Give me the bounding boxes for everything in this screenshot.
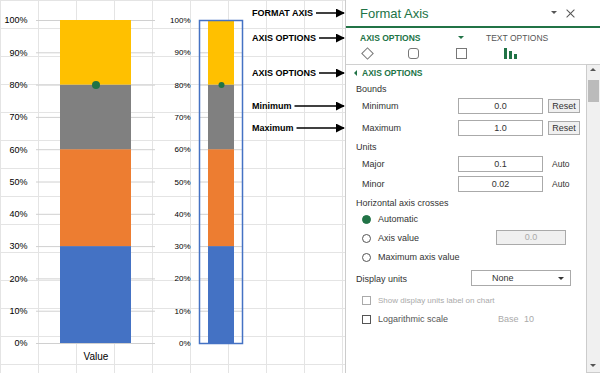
- svg-text:90%: 90%: [174, 48, 190, 57]
- html-text:Display units: Display units: [356, 274, 407, 284]
- html-text:AXIS OPTIONS: AXIS OPTIONS: [362, 68, 423, 78]
- html-text:Major: Major: [362, 159, 385, 169]
- html-text:0.1: 0.1: [494, 159, 507, 169]
- svg-text:90%: 90%: [9, 48, 27, 58]
- svg-text:50%: 50%: [9, 177, 27, 187]
- html-text:Logarithmic scale: Logarithmic scale: [378, 314, 448, 324]
- svg-text:20%: 20%: [9, 274, 27, 284]
- svg-text:AXIS OPTIONS: AXIS OPTIONS: [252, 33, 316, 43]
- svg-text:80%: 80%: [174, 81, 190, 90]
- html-text:AXIS OPTIONS: AXIS OPTIONS: [360, 33, 421, 43]
- svg-text:40%: 40%: [174, 210, 190, 219]
- html-text:10: 10: [524, 314, 534, 324]
- svg-text:10%: 10%: [174, 307, 190, 316]
- svg-text:0%: 0%: [14, 338, 27, 348]
- html-text:Reset: Reset: [552, 101, 576, 111]
- svg-text:Maximum: Maximum: [252, 123, 294, 133]
- html-text:Axis value: Axis value: [378, 233, 419, 243]
- svg-text:30%: 30%: [174, 242, 190, 251]
- svg-text:Minimum: Minimum: [252, 101, 292, 111]
- html-text:Base: Base: [498, 314, 519, 324]
- svg-text:0%: 0%: [179, 339, 191, 348]
- html-text:Auto: Auto: [552, 159, 570, 169]
- html-text:Reset: Reset: [552, 123, 576, 133]
- html-text:1.0: 1.0: [494, 123, 507, 133]
- html-text:TEXT OPTIONS: TEXT OPTIONS: [486, 33, 549, 43]
- svg-text:70%: 70%: [9, 112, 27, 122]
- svg-text:70%: 70%: [174, 113, 190, 122]
- svg-text:30%: 30%: [9, 241, 27, 251]
- svg-text:FORMAT AXIS: FORMAT AXIS: [252, 8, 313, 18]
- svg-text:80%: 80%: [9, 80, 27, 90]
- svg-text:50%: 50%: [174, 178, 190, 187]
- html-text:Horizontal axis crosses: Horizontal axis crosses: [356, 198, 449, 208]
- html-text:0.0: 0.0: [524, 232, 538, 242]
- html-text:Automatic: Automatic: [378, 214, 418, 224]
- html-text:None: None: [492, 273, 514, 283]
- html-text:0.02: 0.02: [491, 179, 510, 189]
- svg-text:60%: 60%: [9, 145, 27, 155]
- html-text:Bounds: Bounds: [356, 84, 387, 94]
- html-text:Maximum axis value: Maximum axis value: [378, 252, 460, 262]
- html-text:Minimum: Minimum: [362, 101, 399, 111]
- svg-text:AXIS OPTIONS: AXIS OPTIONS: [252, 68, 316, 78]
- html-text:Format Axis: Format Axis: [360, 6, 429, 21]
- html-text:Minor: Minor: [362, 179, 385, 189]
- svg-text:40%: 40%: [9, 209, 27, 219]
- html-text:Maximum: Maximum: [362, 123, 401, 133]
- svg-text:20%: 20%: [174, 274, 190, 283]
- svg-text:60%: 60%: [174, 145, 190, 154]
- html-text:0.0: 0.0: [494, 101, 507, 111]
- svg-text:100%: 100%: [170, 16, 190, 25]
- svg-text:Value: Value: [84, 351, 109, 362]
- html-text:Auto: Auto: [552, 179, 570, 189]
- html-text:Show display units label on ch: Show display units label on chart: [378, 296, 495, 305]
- html-text:Units: Units: [356, 142, 377, 152]
- svg-text:10%: 10%: [9, 306, 27, 316]
- svg-text:100%: 100%: [4, 15, 27, 25]
